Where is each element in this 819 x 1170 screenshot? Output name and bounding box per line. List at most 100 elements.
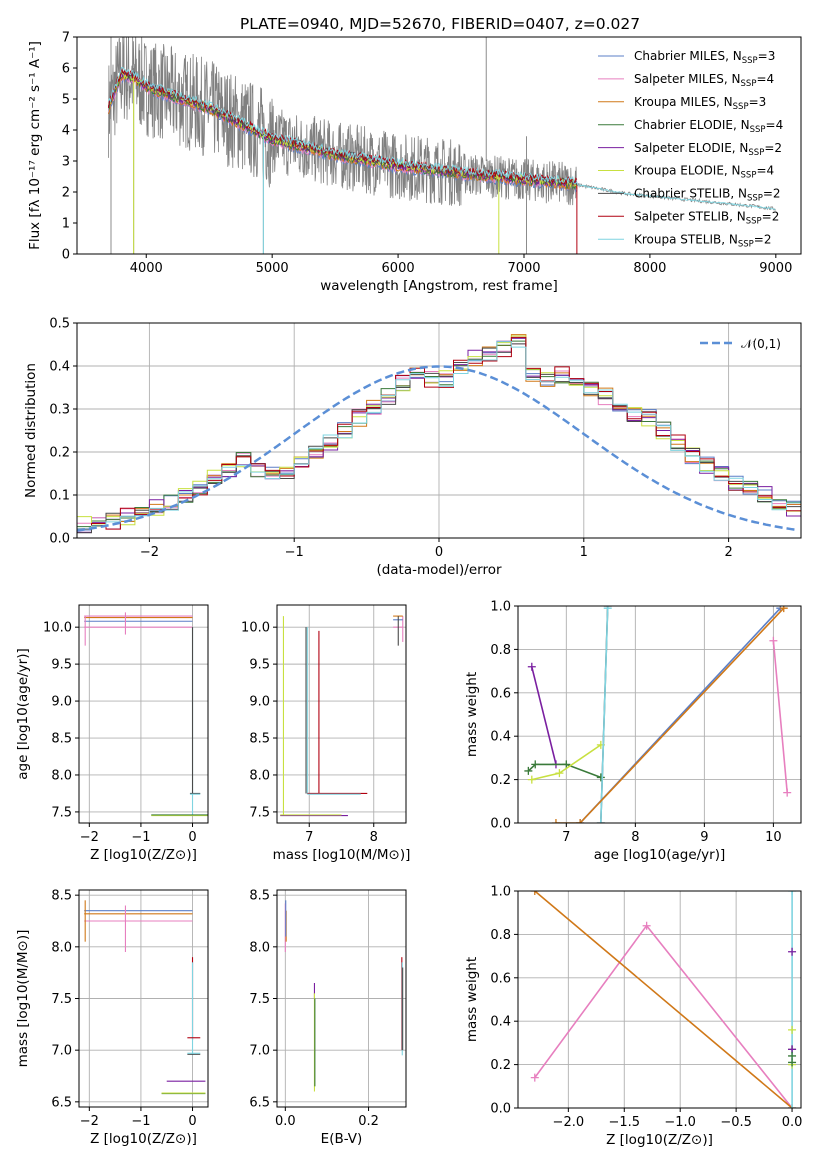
x-tick-label: −2 [80, 830, 99, 845]
x-tick-label: −0.5 [720, 1115, 752, 1130]
mass-weight-line-kroupa-miles [556, 607, 785, 823]
y-tick-label: 8.5 [249, 889, 270, 904]
y-tick-label: 0.2 [490, 1058, 511, 1073]
y-tick-label: 6.5 [51, 1095, 72, 1110]
x-tick-label: −1 [131, 830, 150, 845]
legend-label: Salpeter ELODIE, NSSP=2 [634, 141, 782, 158]
legend-label: Salpeter STELIB, NSSP=2 [634, 210, 779, 227]
mass-weight-marker [788, 947, 797, 956]
mass-weight-marker [596, 819, 605, 823]
x-tick-label: 0 [188, 1114, 196, 1129]
legend-label: Kroupa MILES, NSSP=3 [634, 95, 766, 112]
y-tick-label: 6.5 [249, 1095, 270, 1110]
y-tick-label: 8.5 [249, 732, 270, 747]
mass-weight-marker [530, 1073, 539, 1082]
plot-area [108, 37, 776, 254]
spectrum-panel: 4000 5000 6000 7000 8000 9000 0 1 2 3 4 5 6 7 waveleng… [27, 31, 802, 294]
x-tick-label: 9 [700, 830, 708, 845]
legend-label: Salpeter MILES, NSSP=4 [634, 72, 774, 89]
y-tick-label: 7.5 [249, 805, 270, 820]
age-vs-metallicity-panel: −2 −1 0 7.5 8.0 8.5 9.0 9.5 10.0 Z [log10(Z/Z⊙)] a… [15, 604, 209, 863]
y-tick-label: 7.5 [249, 992, 270, 1007]
x-tick-label: 0.2 [358, 1114, 379, 1129]
axes-frame [517, 605, 802, 824]
mass-weight-vs-metallicity-panel: −2.0 −1.5 −1.0 −0.5 0.0 0.0 0.2 0.4 0.6 0.8 1.0 Z [… [464, 885, 802, 1149]
mass-weight-marker [555, 769, 564, 778]
mass-weight-marker [596, 773, 605, 782]
mass-weight-line-kroupa-stelib [600, 608, 609, 823]
y-axis-label: Normed distribution [23, 363, 39, 498]
y-tick-label: 9.0 [51, 695, 72, 710]
x-tick-label: 6000 [382, 261, 415, 276]
mass-weight-marker [527, 775, 536, 784]
histogram-kroupa-elodie [77, 335, 801, 526]
y-tick-label: 7.0 [51, 1044, 72, 1059]
y-axis-label: age [log10(age/yr)] [15, 648, 31, 780]
mass-weight-marker [788, 1104, 797, 1108]
y-tick-label: 0.6 [490, 686, 511, 701]
model-kroupa-stelib [108, 67, 776, 210]
x-tick-label: −2 [80, 1114, 99, 1129]
y-tick-label: 9.5 [249, 658, 270, 673]
y-tick-label: 1 [62, 217, 70, 232]
y-axis-label: mass weight [464, 672, 480, 757]
y-tick-label: 10.0 [241, 621, 270, 636]
x-axis-label: mass [log10(M/M⊙)] [273, 847, 411, 863]
y-axis-label: mass [log10(M/M⊙)] [15, 930, 31, 1068]
mass-weight-marker [788, 891, 797, 895]
x-axis-label: E(B-V) [321, 1131, 363, 1147]
x-axis-label: Z [log10(Z/Z⊙)] [90, 847, 197, 863]
legend-label: Chabrier MILES, NSSP=3 [634, 49, 775, 66]
y-tick-label: 0.0 [49, 532, 70, 547]
plot-area [280, 615, 404, 817]
x-tick-label: 2 [724, 545, 732, 560]
y-tick-label: 6 [62, 62, 70, 77]
x-tick-label: 7 [562, 830, 570, 845]
age-vs-mass-panel: 7 8 7.5 8.0 8.5 9.0 9.5 10.0 mass [log10(M/M⊙)] [241, 604, 411, 863]
x-tick-label: −1 [131, 1114, 150, 1129]
legend-label: Kroupa STELIB, NSSP=2 [634, 232, 772, 249]
x-tick-label: −2.0 [553, 1115, 585, 1130]
mass-vs-metallicity-panel: −2 −1 0 6.5 7.0 7.5 8.0 8.5 Z [log10(Z/Z⊙)] mass … [15, 889, 209, 1147]
y-tick-label: 7.5 [51, 805, 72, 820]
mass-weight-marker [769, 636, 778, 645]
mass-weight-marker [603, 606, 612, 613]
y-tick-label: 8.0 [249, 768, 270, 783]
y-tick-label: 8.0 [249, 940, 270, 955]
y-tick-label: 0.4 [490, 1015, 511, 1030]
mass-weight-line-salpeter-elodie [531, 666, 557, 765]
x-tick-label: 9000 [759, 261, 792, 276]
axes-frame [78, 889, 209, 1108]
x-tick-label: 5000 [256, 261, 289, 276]
y-tick-label: 0.1 [49, 489, 70, 504]
x-tick-label: 8 [631, 830, 639, 845]
x-tick-label: 4000 [130, 261, 163, 276]
normal-curve [77, 365, 799, 532]
x-tick-label: 7 [305, 830, 313, 845]
axes-frame [276, 604, 407, 824]
x-axis-label: Z [log10(Z/Z⊙)] [90, 1131, 197, 1147]
observed-spectrum [108, 37, 776, 211]
mass-weight-marker [788, 1025, 797, 1034]
y-tick-label: 0.5 [49, 317, 70, 332]
axes-frame [76, 36, 802, 255]
x-axis-label: Z [log10(Z/Z⊙)] [606, 1132, 713, 1148]
mass-weight-line-salpeter-miles [534, 924, 793, 1108]
y-tick-label: 8.0 [51, 940, 72, 955]
mass-vs-ebv-panel: 0.0 0.2 6.5 7.0 7.5 8.0 8.5 E(B-V) [249, 889, 407, 1147]
y-tick-label: 0.4 [49, 360, 70, 375]
x-axis-label: age [log10(age/yr)] [594, 847, 726, 863]
plot-area [530, 891, 797, 1108]
mass-weight-marker [788, 1058, 797, 1067]
y-tick-label: 0.4 [490, 730, 511, 745]
mass-weight-marker [530, 891, 539, 895]
x-axis-label: (data-model)/error [376, 562, 502, 578]
mass-weight-line-kroupa-miles [534, 891, 793, 1108]
legend-label: Chabrier STELIB, NSSP=2 [634, 187, 781, 204]
y-tick-label: 8.0 [51, 768, 72, 783]
y-tick-label: 0.2 [49, 446, 70, 461]
y-tick-label: 7 [62, 31, 70, 46]
axes-frame [78, 604, 209, 824]
mass-weight-marker [562, 760, 571, 769]
